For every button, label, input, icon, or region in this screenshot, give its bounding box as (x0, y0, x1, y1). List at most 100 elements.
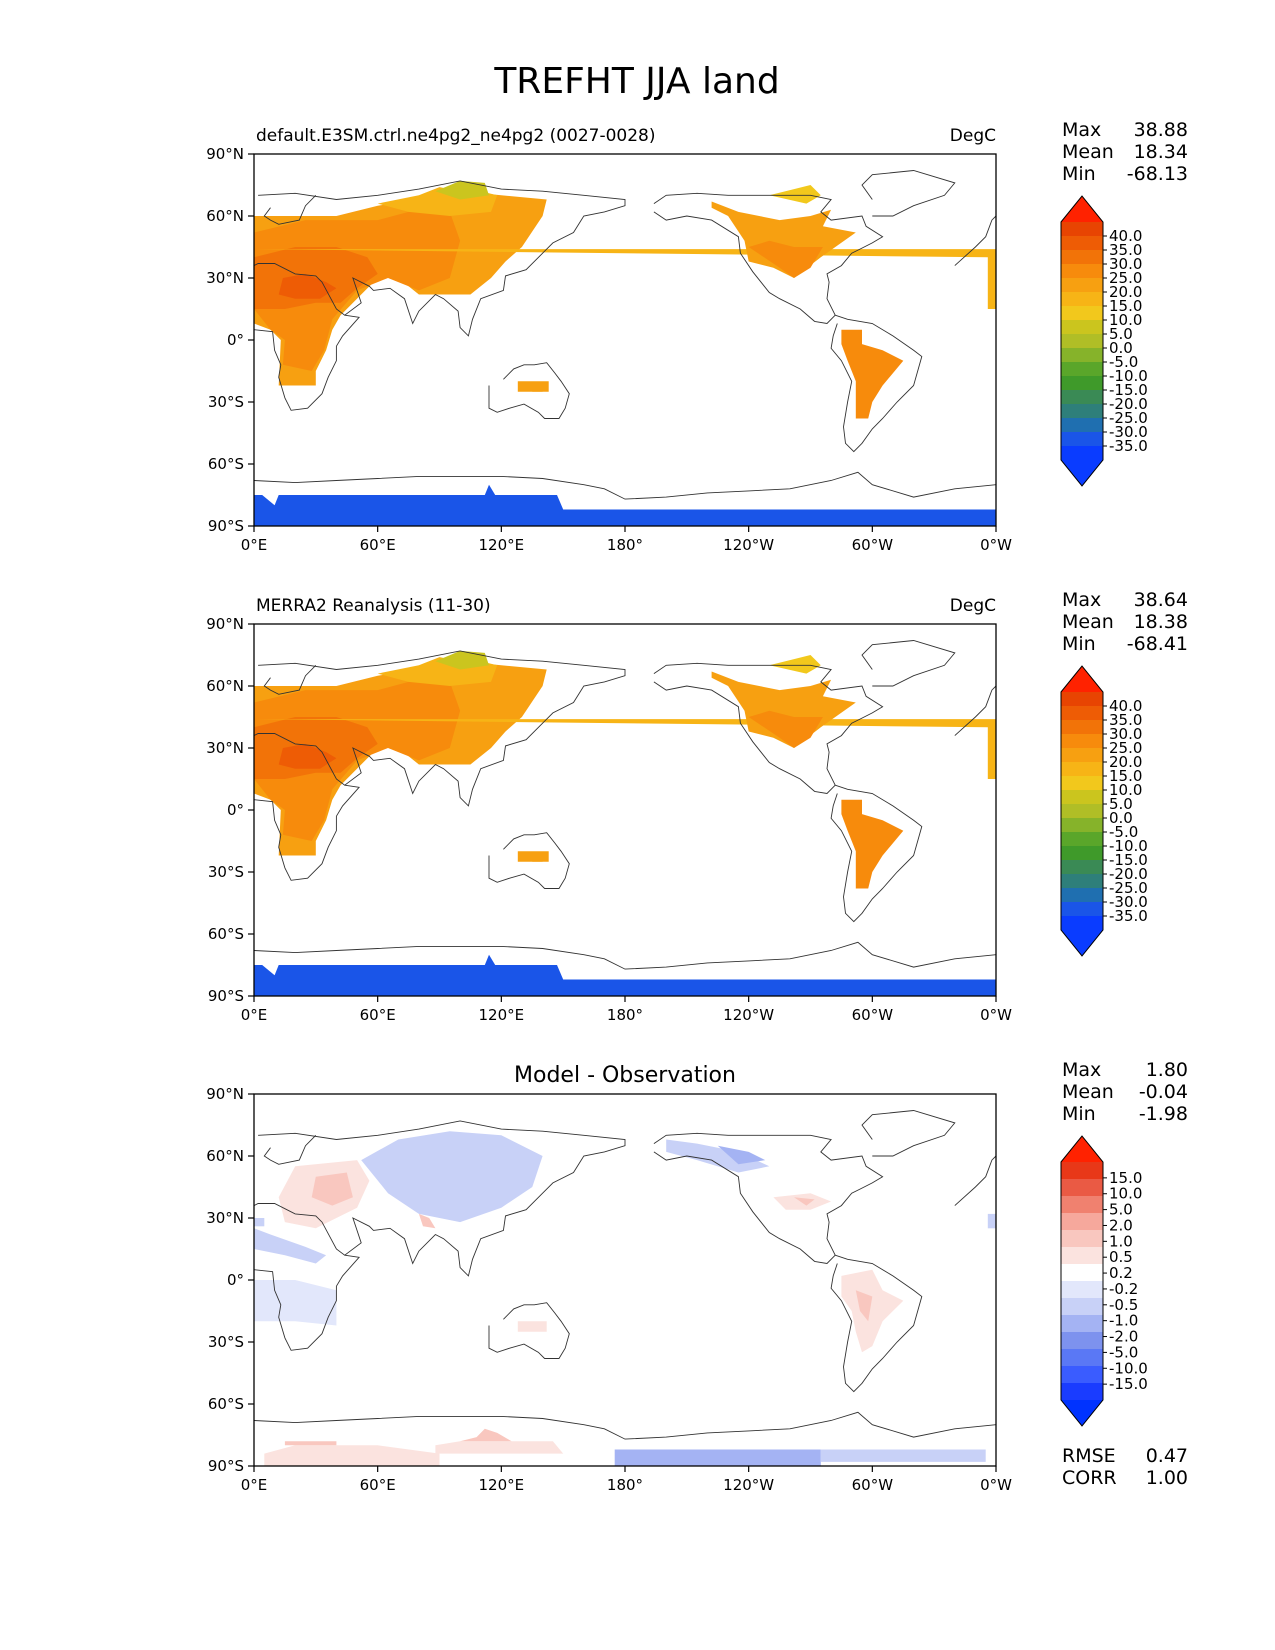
colorbar-tick-label: 1.0 (1109, 1232, 1133, 1250)
colorbar-segment (1061, 222, 1103, 237)
diff-contour-fill (855, 1290, 873, 1322)
diff-contour-fill (264, 1445, 440, 1466)
diff-contour-fill (254, 1228, 327, 1264)
coastline (861, 1110, 956, 1157)
colorbar-segment (1061, 1315, 1103, 1333)
stat-value-max: 38.64 (1134, 589, 1188, 611)
colorbar-outline (1060, 665, 1104, 957)
colorbar-tick-label: -15.0 (1109, 1375, 1148, 1393)
coastline (488, 1302, 570, 1359)
colorbar-segment (1061, 278, 1103, 293)
y-tick-label: 60°N (206, 207, 244, 225)
colorbar-tick-label: 30.0 (1109, 255, 1142, 273)
colorbar-model: 40.035.030.025.020.015.010.05.00.0-5.0-1… (1060, 195, 1148, 487)
colorbar-segment (1061, 404, 1103, 419)
colorbar-tick-label: 5.0 (1109, 795, 1133, 813)
diff-contour-fill (717, 1145, 766, 1165)
colorbar-extend-high (1061, 196, 1103, 222)
contour-fill (532, 857, 543, 862)
y-tick-label: 90°N (206, 145, 244, 163)
diff-contour-fill (614, 1449, 821, 1466)
diff-contour-fill (460, 1428, 512, 1442)
colorbar-tick-label: -15.0 (1109, 851, 1148, 869)
colorbar-tick-label: -35.0 (1109, 437, 1148, 455)
field-contours (254, 180, 996, 526)
coastline (253, 1254, 360, 1351)
y-tick-label: 30°N (206, 269, 244, 287)
colorbar-segment (1061, 692, 1103, 707)
colorbar-tick-label: -5.0 (1109, 1343, 1138, 1361)
contour-fill (769, 185, 821, 204)
colorbar-segment (1061, 720, 1103, 735)
map-background (254, 1094, 996, 1466)
coastline (488, 832, 570, 889)
coastline (954, 685, 997, 736)
x-tick-label: 60°E (360, 536, 396, 554)
colorbar-tick-label: 25.0 (1109, 739, 1142, 757)
colorbar-segment (1061, 888, 1103, 903)
colorbar-segment (1061, 916, 1103, 931)
panel-center-title: Model - Observation (514, 1063, 736, 1088)
diff-contour-fill (311, 1172, 353, 1206)
x-tick-label: 0°W (980, 1476, 1012, 1494)
colorbar-segment (1061, 846, 1103, 861)
coastline (253, 180, 626, 337)
x-tick-label: 120°W (723, 536, 774, 554)
colorbar-segment (1061, 860, 1103, 875)
colorbar-tick-label: -20.0 (1109, 865, 1148, 883)
colorbar-tick-label: 0.5 (1109, 1248, 1133, 1266)
y-tick-label: 0° (227, 801, 244, 819)
panel-units: DegC (950, 126, 996, 146)
colorbar-tick-label: -2.0 (1109, 1328, 1138, 1346)
colorbar-tick-label: 15.0 (1109, 767, 1142, 785)
axis-ticks: 0°E 60°E 120°E 180° 120°W 60°W 0°W 90°N 60°N 30°N… (206, 1085, 1012, 1494)
colorbar-tick-label: 30.0 (1109, 725, 1142, 743)
colorbar-segment (1061, 418, 1103, 433)
stat-label-mean: Mean (1062, 1081, 1114, 1103)
colorbar-segment (1061, 320, 1103, 335)
diff-contour-fill (794, 1197, 815, 1206)
stat-value-max: 38.88 (1134, 119, 1188, 141)
contour-fill (769, 655, 821, 674)
colorbar-segment (1061, 264, 1103, 279)
map-panel-reanalysis: 0°E 60°E 120°E 180° 120°W 60°W 0°W 90°N 60°N 30°N… (206, 596, 1012, 1024)
stat-label-mean: Mean (1062, 141, 1114, 163)
colorbar-segment (1061, 804, 1103, 819)
y-tick-label: 30°S (208, 863, 244, 881)
figure-title: TREFHT JJA land (493, 61, 779, 102)
coastline (253, 941, 997, 970)
stats-block-difference: Max 1.80 Mean -0.04 Min -1.98 RMSE 0.47 … (1062, 1059, 1188, 1489)
colorbar-segment (1061, 762, 1103, 777)
x-tick-label: 0°W (980, 1006, 1012, 1024)
diff-contour-fill (841, 1269, 904, 1353)
colorbar-tick-label: -15.0 (1109, 381, 1148, 399)
colorbar-tick-label: 25.0 (1109, 269, 1142, 287)
contour-fill (435, 180, 489, 200)
colorbar-extend-low (1061, 460, 1103, 486)
x-tick-label: 60°W (852, 536, 894, 554)
colorbar-extend-high (1061, 1136, 1103, 1162)
diff-contour-fill (517, 1321, 547, 1332)
y-tick-label: 30°N (206, 739, 244, 757)
colorbar-tick-label: 10.0 (1109, 311, 1142, 329)
y-tick-label: 0° (227, 1271, 244, 1289)
coastline (253, 650, 626, 807)
contour-fill (278, 743, 337, 769)
colorbar-tick-label: -5.0 (1109, 823, 1138, 841)
colorbar-segment (1061, 902, 1103, 917)
y-tick-label: 90°N (206, 1085, 244, 1103)
colorbar-tick-label: -35.0 (1109, 907, 1148, 925)
panel-left-title: default.E3SM.ctrl.ne4pg2_ne4pg2 (0027-00… (256, 126, 656, 146)
stat-label-min: Min (1062, 163, 1096, 185)
colorbar-segment (1061, 1281, 1103, 1299)
colorbar-segment (1061, 776, 1103, 791)
stat-label-min: Min (1062, 1103, 1096, 1125)
colorbar-segment (1061, 832, 1103, 847)
x-tick-label: 0°E (241, 536, 268, 554)
stat-value-rmse: 0.47 (1146, 1445, 1188, 1467)
x-tick-label: 60°W (852, 1006, 894, 1024)
stat-value-min: -1.98 (1139, 1103, 1188, 1125)
stat-label-mean: Mean (1062, 611, 1114, 633)
colorbar-segment (1061, 292, 1103, 307)
y-tick-label: 30°N (206, 1209, 244, 1227)
